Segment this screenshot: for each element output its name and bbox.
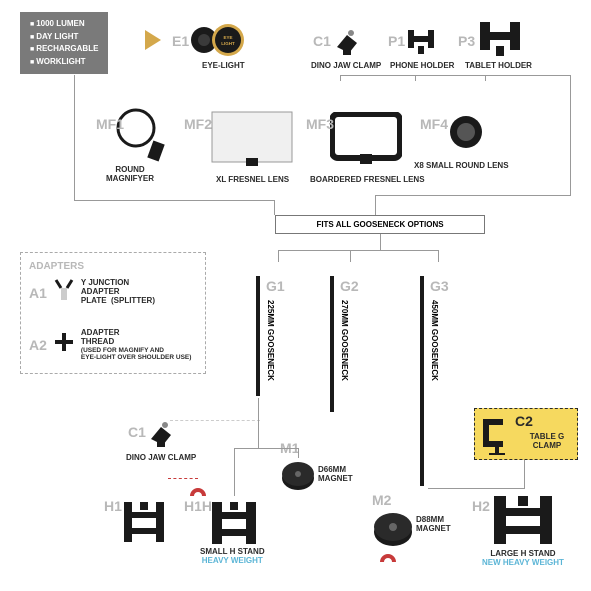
adapter-thread-icon	[53, 331, 75, 358]
gooseneck-g3-icon	[416, 276, 428, 491]
label-xl-fresnel: XL FRESNEL LENS	[216, 176, 289, 185]
label-h1h: H1H	[184, 498, 212, 514]
conn	[274, 200, 275, 215]
label-round-magnifier: ROUND MAGNIFYER	[106, 166, 154, 184]
small-round-lens-icon	[446, 114, 486, 159]
label-g3-name: 450MM GOOSENECK	[430, 300, 439, 381]
g-clamp-icon	[479, 415, 511, 460]
conn	[278, 250, 279, 262]
conn	[524, 460, 525, 488]
conn	[438, 250, 439, 262]
fits-gooseneck-box: FITS ALL GOOSENECK OPTIONS	[275, 215, 485, 234]
eyelight-icon: EYELIGHT	[190, 24, 246, 65]
label-c1: C1	[313, 33, 331, 49]
label-a2: A2	[29, 337, 47, 353]
feature-1000-lumen: 1000 LUMEN	[30, 18, 98, 31]
conn	[375, 195, 571, 196]
boardered-fresnel-icon	[330, 112, 402, 171]
h-stand-h1-icon	[120, 502, 168, 549]
label-g2: G2	[340, 278, 359, 294]
label-phone-holder: PHONE HOLDER	[390, 62, 454, 71]
svg-text:LIGHT: LIGHT	[221, 41, 235, 46]
label-m2: M2	[372, 492, 391, 508]
label-m1-name: D66MM MAGNET	[318, 466, 353, 484]
h-stand-h1h-icon	[208, 502, 260, 551]
label-e1: E1	[172, 33, 189, 49]
conn	[234, 448, 298, 449]
label-h1h-sub: HEAVY WEIGHT	[200, 557, 265, 566]
feature-box: 1000 LUMEN DAY LIGHT RECHARGABLE WORKLIG…	[20, 12, 108, 74]
conn	[375, 195, 376, 215]
conn	[340, 75, 341, 81]
label-adapter-thread: ADAPTER THREAD	[81, 329, 192, 347]
adapters-box: ADAPTERS A1 Y JUNCTION ADAPTER PLATE (SP…	[20, 252, 206, 374]
label-y-junction: Y JUNCTION ADAPTER PLATE (SPLITTER)	[81, 279, 155, 305]
svg-text:EYE: EYE	[223, 35, 232, 40]
tablet-holder-icon	[478, 20, 522, 63]
dino-clamp-b-icon	[146, 414, 176, 455]
gooseneck-g2-icon	[326, 276, 338, 417]
label-dino-clamp: DINO JAW CLAMP	[311, 62, 381, 71]
arrow-icon	[145, 30, 161, 50]
label-table-g-clamp: TABLE G CLAMP	[517, 433, 577, 451]
label-h2: H2	[472, 498, 490, 514]
label-small-round-lens: X8 SMALL ROUND LENS	[414, 162, 509, 171]
label-p3: P3	[458, 33, 475, 49]
conn-red-dash	[168, 478, 198, 479]
label-tablet-holder: TABLET HOLDER	[465, 62, 532, 71]
xl-fresnel-icon	[210, 110, 294, 173]
conn	[234, 448, 235, 496]
feature-day-light: DAY LIGHT	[30, 31, 98, 44]
conn	[570, 75, 571, 195]
label-mf4: MF4	[420, 116, 448, 132]
label-h2-sub: NEW HEAVY WEIGHT	[482, 559, 564, 568]
conn	[380, 234, 381, 250]
label-g2-name: 270MM GOOSENECK	[340, 300, 349, 381]
label-m2-name: D88MM MAGNET	[416, 516, 451, 534]
h-stand-h2-icon	[490, 496, 556, 551]
magnet-m1-icon	[280, 456, 316, 497]
label-h1: H1	[104, 498, 122, 514]
label-c2: C2	[515, 413, 533, 429]
y-junction-icon	[53, 278, 75, 307]
label-mf3: MF3	[306, 116, 334, 132]
conn	[74, 75, 75, 200]
c2-box: C2 TABLE G CLAMP	[474, 408, 578, 460]
label-eyelight: EYE-LIGHT	[202, 62, 245, 71]
phone-holder-icon	[406, 26, 436, 61]
label-c1b: C1	[128, 424, 146, 440]
label-g1: G1	[266, 278, 285, 294]
feature-worklight: WORKLIGHT	[30, 56, 98, 69]
label-mf2: MF2	[184, 116, 212, 132]
conn	[350, 250, 351, 262]
label-mf1: MF1	[96, 116, 124, 132]
gooseneck-g1-icon	[252, 276, 264, 401]
label-p1: P1	[388, 33, 405, 49]
label-g1-name: 225MM GOOSENECK	[266, 300, 275, 381]
magnet-red-icon	[380, 550, 396, 571]
adapters-title: ADAPTERS	[29, 261, 197, 272]
conn	[415, 75, 416, 81]
conn	[278, 250, 438, 251]
label-g3: G3	[430, 278, 449, 294]
conn	[340, 75, 570, 76]
conn-dash	[170, 420, 260, 421]
conn	[74, 200, 274, 201]
label-dino-clamp-b: DINO JAW CLAMP	[126, 454, 196, 463]
label-boardered-fresnel: BOARDERED FRESNEL LENS	[310, 176, 425, 185]
conn	[485, 75, 486, 81]
conn	[428, 488, 525, 489]
fits-label: FITS ALL GOOSENECK OPTIONS	[316, 220, 443, 229]
magnet-m2-icon	[372, 506, 414, 553]
label-a1: A1	[29, 285, 47, 301]
conn	[258, 398, 259, 448]
dino-clamp-icon	[332, 22, 362, 63]
feature-rechargable: RECHARGABLE	[30, 43, 98, 56]
conn	[298, 448, 299, 458]
label-adapter-thread-sub: (USED FOR MAGNIFY AND EYE-LIGHT OVER SHO…	[81, 347, 192, 361]
